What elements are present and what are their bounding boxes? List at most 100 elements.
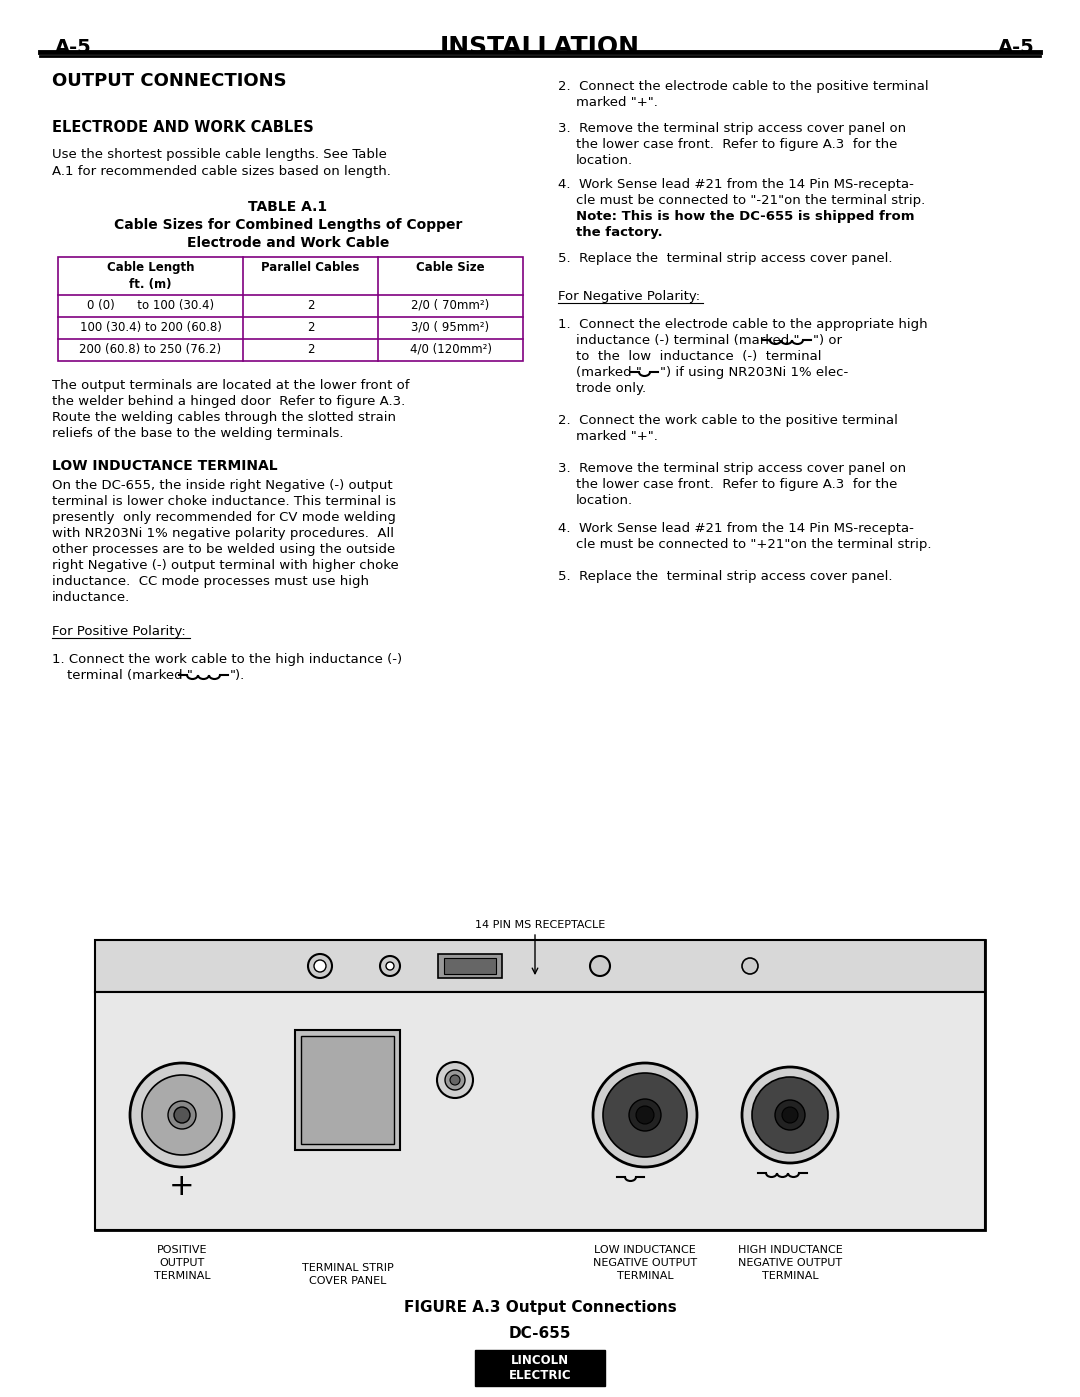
Text: marked "+".: marked "+". <box>576 96 658 109</box>
Circle shape <box>593 1063 697 1166</box>
Text: Cable Length
ft. (m): Cable Length ft. (m) <box>107 261 194 291</box>
Text: ") if using NR203Ni 1% elec-: ") if using NR203Ni 1% elec- <box>660 366 848 379</box>
Circle shape <box>590 956 610 977</box>
Text: DC-655: DC-655 <box>509 1326 571 1341</box>
Text: right Negative (-) output terminal with higher choke: right Negative (-) output terminal with … <box>52 559 399 571</box>
Text: inductance (-) terminal (marked ": inductance (-) terminal (marked " <box>576 334 799 346</box>
Text: cle must be connected to "-21"on the terminal strip.: cle must be connected to "-21"on the ter… <box>576 194 926 207</box>
Text: Parallel Cables: Parallel Cables <box>261 261 360 274</box>
Text: For Positive Polarity:: For Positive Polarity: <box>52 624 186 638</box>
Text: location.: location. <box>576 495 633 507</box>
Text: marked "+".: marked "+". <box>576 430 658 443</box>
Circle shape <box>308 954 332 978</box>
Text: ELECTRODE AND WORK CABLES: ELECTRODE AND WORK CABLES <box>52 120 314 136</box>
Circle shape <box>174 1106 190 1123</box>
Text: reliefs of the base to the welding terminals.: reliefs of the base to the welding termi… <box>52 427 343 440</box>
Text: 1. Connect the work cable to the high inductance (-): 1. Connect the work cable to the high in… <box>52 652 402 666</box>
Circle shape <box>445 1070 465 1090</box>
Text: 200 (60.8) to 250 (76.2): 200 (60.8) to 250 (76.2) <box>80 344 221 356</box>
Circle shape <box>437 1062 473 1098</box>
Text: cle must be connected to "+21"on the terminal strip.: cle must be connected to "+21"on the ter… <box>576 538 931 550</box>
Text: 4.  Work Sense lead #21 from the 14 Pin MS-recepta-: 4. Work Sense lead #21 from the 14 Pin M… <box>558 522 914 535</box>
Text: Use the shortest possible cable lengths. See Table: Use the shortest possible cable lengths.… <box>52 148 387 161</box>
Text: 3/0 ( 95mm²): 3/0 ( 95mm²) <box>411 321 489 334</box>
Text: 3.  Remove the terminal strip access cover panel on: 3. Remove the terminal strip access cove… <box>558 122 906 136</box>
Text: ").: "). <box>230 669 245 682</box>
Text: trode only.: trode only. <box>576 381 646 395</box>
Text: Route the welding cables through the slotted strain: Route the welding cables through the slo… <box>52 411 396 425</box>
Text: On the DC-655, the inside right Negative (-) output: On the DC-655, the inside right Negative… <box>52 479 393 492</box>
Bar <box>95 940 985 992</box>
Bar <box>95 992 985 1229</box>
Text: FIGURE A.3 Output Connections: FIGURE A.3 Output Connections <box>404 1301 676 1315</box>
Bar <box>301 1037 394 1144</box>
Text: 4.  Work Sense lead #21 from the 14 Pin MS-recepta-: 4. Work Sense lead #21 from the 14 Pin M… <box>558 177 914 191</box>
Text: POSITIVE
OUTPUT
TERMINAL: POSITIVE OUTPUT TERMINAL <box>153 1245 211 1281</box>
Text: 2/0 ( 70mm²): 2/0 ( 70mm²) <box>411 299 489 312</box>
Text: INSTALLATION: INSTALLATION <box>440 35 640 59</box>
Bar <box>295 1030 400 1150</box>
Text: with NR203Ni 1% negative polarity procedures.  All: with NR203Ni 1% negative polarity proced… <box>52 527 394 541</box>
Text: 5.  Replace the  terminal strip access cover panel.: 5. Replace the terminal strip access cov… <box>558 251 892 265</box>
Text: 1.  Connect the electrode cable to the appropriate high: 1. Connect the electrode cable to the ap… <box>558 319 928 331</box>
Text: A-5: A-5 <box>998 38 1035 57</box>
Text: 2.  Connect the work cable to the positive terminal: 2. Connect the work cable to the positiv… <box>558 414 897 427</box>
Text: 5.  Replace the  terminal strip access cover panel.: 5. Replace the terminal strip access cov… <box>558 570 892 583</box>
Circle shape <box>386 963 394 970</box>
Circle shape <box>782 1106 798 1123</box>
Circle shape <box>636 1106 654 1125</box>
Text: 2: 2 <box>307 321 314 334</box>
Text: 2: 2 <box>307 344 314 356</box>
Text: other processes are to be welded using the outside: other processes are to be welded using t… <box>52 543 395 556</box>
Text: TERMINAL STRIP
COVER PANEL: TERMINAL STRIP COVER PANEL <box>301 1263 393 1287</box>
Text: (marked ": (marked " <box>576 366 642 379</box>
Circle shape <box>450 1076 460 1085</box>
Text: Electrode and Work Cable: Electrode and Work Cable <box>187 236 389 250</box>
Text: LOW INDUCTANCE
NEGATIVE OUTPUT
TERMINAL: LOW INDUCTANCE NEGATIVE OUTPUT TERMINAL <box>593 1245 697 1281</box>
Bar <box>58 257 523 360</box>
Text: Cable Size: Cable Size <box>416 261 485 274</box>
Text: 4/0 (120mm²): 4/0 (120mm²) <box>409 344 491 356</box>
Circle shape <box>168 1101 195 1129</box>
Text: the factory.: the factory. <box>576 226 663 239</box>
Circle shape <box>141 1076 222 1155</box>
Circle shape <box>742 958 758 974</box>
Circle shape <box>775 1099 805 1130</box>
Bar <box>95 940 985 1229</box>
Text: presently  only recommended for CV mode welding: presently only recommended for CV mode w… <box>52 511 396 524</box>
Circle shape <box>629 1099 661 1132</box>
Text: The output terminals are located at the lower front of: The output terminals are located at the … <box>52 379 409 393</box>
Text: HIGH INDUCTANCE
NEGATIVE OUTPUT
TERMINAL: HIGH INDUCTANCE NEGATIVE OUTPUT TERMINAL <box>738 1245 842 1281</box>
Text: inductance.: inductance. <box>52 591 131 604</box>
Circle shape <box>130 1063 234 1166</box>
Circle shape <box>742 1067 838 1162</box>
Text: to  the  low  inductance  (-)  terminal: to the low inductance (-) terminal <box>576 351 822 363</box>
Text: A.1 for recommended cable sizes based on length.: A.1 for recommended cable sizes based on… <box>52 165 391 177</box>
Text: LOW INDUCTANCE TERMINAL: LOW INDUCTANCE TERMINAL <box>52 460 278 474</box>
Text: A-5: A-5 <box>55 38 92 57</box>
Bar <box>475 1350 605 1386</box>
Circle shape <box>314 960 326 972</box>
Circle shape <box>752 1077 828 1153</box>
Text: ELECTRIC: ELECTRIC <box>509 1369 571 1382</box>
Text: TABLE A.1: TABLE A.1 <box>248 200 327 214</box>
Text: 100 (30.4) to 200 (60.8): 100 (30.4) to 200 (60.8) <box>80 321 221 334</box>
Text: 14 PIN MS RECEPTACLE: 14 PIN MS RECEPTACLE <box>475 921 605 930</box>
Text: Cable Sizes for Combined Lengths of Copper: Cable Sizes for Combined Lengths of Copp… <box>113 218 462 232</box>
Text: LINCOLN: LINCOLN <box>511 1354 569 1368</box>
Text: OUTPUT CONNECTIONS: OUTPUT CONNECTIONS <box>52 73 286 89</box>
Text: For Negative Polarity:: For Negative Polarity: <box>558 291 700 303</box>
Text: the lower case front.  Refer to figure A.3  for the: the lower case front. Refer to figure A.… <box>576 138 897 151</box>
Text: ") or: ") or <box>813 334 842 346</box>
Circle shape <box>603 1073 687 1157</box>
Text: terminal (marked ": terminal (marked " <box>67 669 193 682</box>
Text: location.: location. <box>576 154 633 168</box>
Text: the lower case front.  Refer to figure A.3  for the: the lower case front. Refer to figure A.… <box>576 478 897 490</box>
Text: Note: This is how the DC-655 is shipped from: Note: This is how the DC-655 is shipped … <box>576 210 915 224</box>
Text: +: + <box>170 1172 194 1201</box>
Text: 3.  Remove the terminal strip access cover panel on: 3. Remove the terminal strip access cove… <box>558 462 906 475</box>
Text: inductance.  CC mode processes must use high: inductance. CC mode processes must use h… <box>52 576 369 588</box>
Text: 0 (0)      to 100 (30.4): 0 (0) to 100 (30.4) <box>86 299 214 312</box>
Text: 2.  Connect the electrode cable to the positive terminal: 2. Connect the electrode cable to the po… <box>558 80 929 94</box>
Bar <box>444 958 496 974</box>
